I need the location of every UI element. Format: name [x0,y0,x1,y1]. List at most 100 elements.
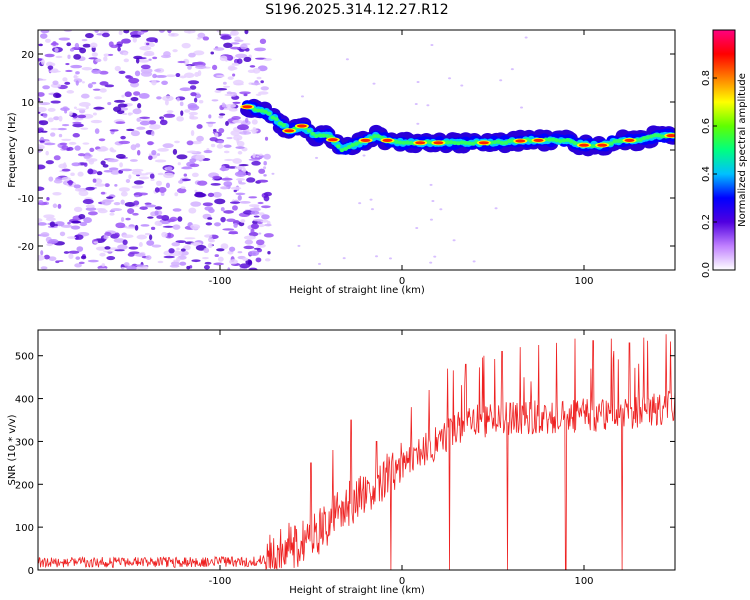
noise-blob [195,154,206,160]
noise-blob [193,50,205,56]
noise-blob [213,262,224,266]
noise-speck [452,239,456,242]
noise-blob [72,123,84,128]
noise-blob [50,83,62,88]
noise-blob [151,150,157,156]
noise-blob [57,127,67,131]
noise-blob [151,130,155,137]
noise-blob [49,70,61,73]
ridge-blob [499,140,505,145]
noise-blob [235,192,246,196]
noise-blob [211,99,219,102]
ridge-blob [255,108,261,113]
noise-blob [113,238,126,243]
noise-blob [134,70,141,77]
noise-blob [138,176,150,180]
spectrogram-y-tick-label: 20 [21,50,34,61]
colorbar-frame [712,29,736,271]
noise-blob [38,127,44,132]
noise-blob [53,116,60,121]
noise-blob [237,251,243,254]
ridge-blob [659,134,665,139]
ridge-blob [561,138,567,143]
noise-blob [159,119,168,126]
noise-blob [82,142,90,145]
noise-blob [66,236,77,239]
noise-blob [126,128,135,132]
noise-blob [45,160,54,165]
noise-speck [315,156,319,159]
noise-blob [93,106,105,110]
noise-blob [61,168,71,172]
colorbar-ticks: 0.0 0.2 0.4 0.6 0.8 [701,70,717,278]
noise-blob [45,150,49,156]
noise-blob [102,250,115,253]
noise-blob [197,32,206,39]
noise-blob [243,245,255,250]
noise-blob [48,256,57,261]
ridge-blob [445,140,450,145]
noise-blob [120,168,133,172]
noise-blob [216,30,221,33]
noise-blob [162,225,175,228]
noise-blob [234,166,245,170]
noise-blob [180,186,186,189]
noise-blob [220,177,233,181]
noise-blob [71,162,81,167]
noise-blob [138,59,150,63]
ridge-blob [466,141,472,146]
ridge-blob [372,134,378,139]
noise-blob [118,70,126,75]
noise-blob [85,207,97,211]
noise-blob [66,42,72,47]
noise-blob [41,59,45,65]
noise-blob [252,218,264,222]
noise-blob [100,160,106,166]
noise-blob [136,117,141,122]
noise-blob [193,97,198,103]
noise-blob [239,130,252,135]
noise-speck [388,257,392,260]
noise-blob [223,144,232,148]
ridge-hotspot [624,138,635,142]
noise-blob [149,124,161,130]
noise-blob [92,88,102,91]
ridge-blob [324,133,330,138]
noise-blob [176,257,181,263]
noise-blob [238,164,249,167]
noise-blob [267,250,271,255]
noise-blob [38,111,41,114]
noise-blob [40,30,50,34]
noise-blob [186,140,194,146]
spectrogram-y-tick-label: 10 [21,98,34,109]
ridge-hotspot [533,138,544,142]
noise-blob [52,80,59,85]
noise-blob [52,203,58,209]
noise-blob [179,101,184,107]
noise-blob [38,218,43,222]
noise-blob [103,56,108,62]
noise-blob [58,259,64,263]
noise-blob [258,91,269,95]
noise-blob [203,247,210,254]
noise-blob [230,30,237,36]
noise-blob [263,166,267,170]
noise-blob [158,186,167,193]
ridge-blob [266,111,272,116]
noise-blob [250,82,261,86]
noise-blob [244,30,249,35]
ridge-hotspot [284,129,295,133]
noise-blob [217,256,224,262]
noise-blob [94,183,106,187]
noise-blob [40,232,50,238]
noise-blob [220,207,225,212]
noise-blob [148,58,152,61]
noise-blob [50,127,59,131]
noise-blob [211,64,218,71]
noise-speck [472,260,476,263]
noise-blob [40,250,44,256]
ridge-blob [616,138,621,143]
noise-blob [177,216,183,222]
noise-blob [183,72,195,78]
